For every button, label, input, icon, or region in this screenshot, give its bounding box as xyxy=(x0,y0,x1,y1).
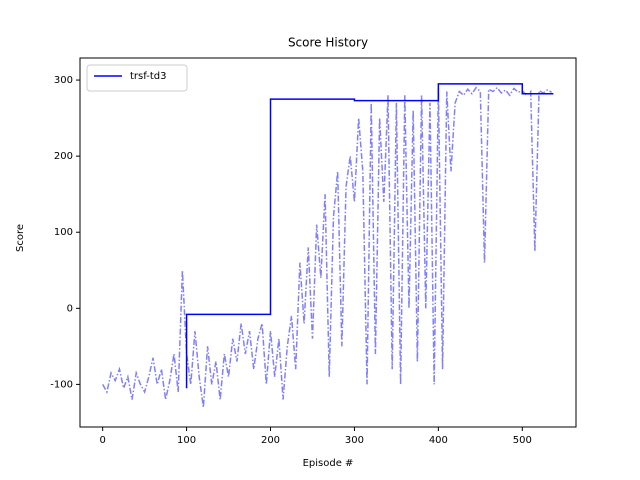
y-tick-label: -100 xyxy=(50,379,73,390)
y-tick-label: 200 xyxy=(54,151,73,162)
plot-frame xyxy=(79,57,577,428)
legend-label: trsf-td3 xyxy=(130,71,166,82)
chart-title: Score History xyxy=(288,36,368,50)
series-line xyxy=(102,86,553,408)
x-tick-label: 300 xyxy=(345,435,364,446)
y-tick-label: 300 xyxy=(54,75,73,86)
y-tick-label: 100 xyxy=(54,227,73,238)
x-tick-label: 400 xyxy=(429,435,448,446)
legend-box xyxy=(86,64,188,92)
x-axis-label: Episode # xyxy=(303,458,354,469)
x-tick-label: 200 xyxy=(261,435,280,446)
series-line xyxy=(185,83,554,389)
y-axis-label: Score xyxy=(15,224,26,252)
x-tick-label: 100 xyxy=(177,435,196,446)
x-tick-label: 500 xyxy=(513,435,532,446)
y-tick-label: 0 xyxy=(67,303,73,314)
x-tick-label: 0 xyxy=(99,435,105,446)
